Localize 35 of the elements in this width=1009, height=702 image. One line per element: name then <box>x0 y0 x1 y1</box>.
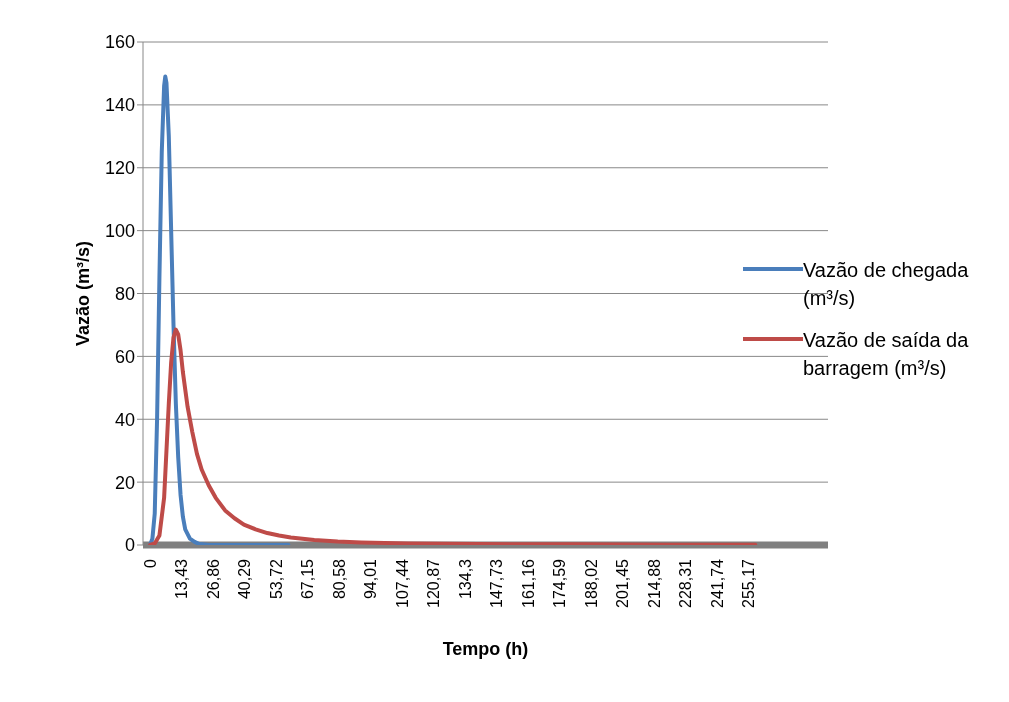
x-tick-label: 0 <box>141 558 159 568</box>
line-series <box>148 327 758 545</box>
x-tick-label: 214,88 <box>645 558 663 608</box>
x-tick-label: 188,02 <box>582 558 600 608</box>
x-tick-label: 26,86 <box>204 558 222 600</box>
x-tick-label: 147,73 <box>488 558 506 608</box>
x-tick-label: 107,44 <box>393 558 411 608</box>
x-tick-label: 94,01 <box>362 558 380 600</box>
y-tick-label: 120 <box>104 158 135 179</box>
x-tick-label: 255,17 <box>740 558 758 608</box>
x-tick-label: 134,3 <box>456 558 474 600</box>
y-tick-label: 40 <box>114 409 135 430</box>
x-tick-label: 174,59 <box>551 558 569 608</box>
y-tick-label: 60 <box>114 346 135 367</box>
y-tick-label: 160 <box>104 32 135 53</box>
legend-label: Vazão de chegada (m³/s) <box>803 258 970 311</box>
y-tick-label: 20 <box>114 472 135 493</box>
x-tick-label: 228,31 <box>677 558 695 608</box>
x-tick-label: 13,43 <box>173 558 191 600</box>
x-tick-label: 120,87 <box>425 558 443 608</box>
x-axis-title: Tempo (h) <box>442 639 529 659</box>
x-tick-label: 201,45 <box>614 558 632 608</box>
y-tick-label: 80 <box>114 283 135 304</box>
x-tick-label: 161,16 <box>519 558 537 608</box>
x-tick-label: 53,72 <box>267 558 285 600</box>
legend-label: Vazão de saída da barragem (m³/s) <box>803 328 970 381</box>
line-series <box>148 74 291 545</box>
x-tick-label: 40,29 <box>236 558 254 600</box>
x-tick-label: 80,58 <box>330 558 348 600</box>
x-tick-label: 241,74 <box>708 558 726 608</box>
y-axis-title: Vazão (m³/s) <box>73 240 94 347</box>
y-tick-label: 0 <box>124 535 135 556</box>
y-tick-label: 140 <box>104 95 135 116</box>
x-tick-label: 67,15 <box>299 558 317 600</box>
y-tick-label: 100 <box>104 221 135 242</box>
